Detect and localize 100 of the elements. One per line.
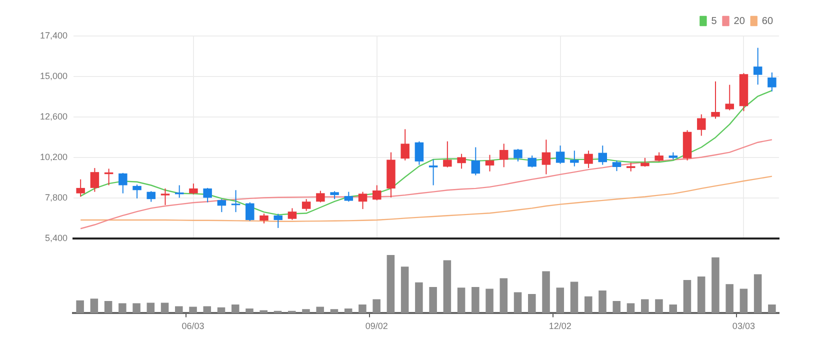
- bar: [316, 306, 324, 314]
- candlestick: [90, 168, 100, 192]
- bar: [640, 299, 649, 314]
- bar: [754, 274, 762, 314]
- candlestick: [711, 80, 720, 120]
- candlestick: [556, 145, 565, 164]
- bar: [669, 304, 677, 314]
- bar: [542, 271, 550, 314]
- bar: [486, 288, 494, 314]
- candlestick: [428, 158, 438, 186]
- bar: [146, 302, 155, 314]
- candlestick: [654, 152, 664, 162]
- candlestick: [414, 140, 424, 166]
- bar: [203, 306, 212, 314]
- candlestick: [485, 154, 494, 172]
- candlestick: [146, 190, 156, 202]
- bar: [175, 306, 183, 314]
- candlestick: [203, 187, 212, 203]
- bar: [443, 260, 452, 314]
- candlestick: [514, 148, 522, 162]
- candlestick: [358, 191, 368, 210]
- bar: [712, 257, 720, 314]
- bar: [415, 282, 423, 314]
- y-tick-label: 10,200: [40, 152, 68, 162]
- bar: [457, 288, 466, 314]
- bar: [90, 298, 98, 314]
- candlestick: [584, 150, 593, 169]
- bar: [697, 276, 706, 314]
- bar: [118, 303, 126, 314]
- bar: [556, 288, 564, 314]
- bar: [246, 308, 254, 314]
- bar: [612, 300, 621, 314]
- bar: [104, 300, 112, 314]
- candlestick: [612, 160, 622, 172]
- bar: [344, 308, 352, 314]
- candlestick: [457, 153, 466, 170]
- bar: [132, 303, 140, 314]
- candlestick: [274, 213, 282, 228]
- bar: [655, 299, 663, 314]
- bar: [372, 299, 380, 314]
- bar: [740, 288, 748, 314]
- candlestick: [344, 191, 354, 202]
- y-tick-label: 15,000: [40, 71, 68, 82]
- bar: [386, 255, 395, 314]
- candlestick: [118, 172, 128, 194]
- bar: [500, 278, 508, 314]
- y-tick-label: 5,400: [44, 233, 68, 244]
- candlestick: [246, 202, 254, 222]
- bar: [302, 309, 310, 314]
- bar: [768, 304, 776, 314]
- candlestick: [471, 146, 480, 176]
- bar: [472, 287, 480, 314]
- bar: [726, 284, 734, 314]
- bar: [683, 280, 692, 314]
- candlestick: [697, 114, 706, 136]
- bar: [429, 287, 437, 314]
- candlestick: [598, 145, 608, 166]
- y-tick-label: 12,600: [40, 112, 68, 122]
- y-tick-label: 7,800: [44, 192, 68, 203]
- bar: [400, 266, 409, 314]
- candlestick: [542, 139, 551, 175]
- candlestick: [316, 190, 325, 203]
- bar: [160, 302, 169, 314]
- bar: [626, 303, 635, 314]
- x-tick-label: 06/03: [182, 321, 204, 332]
- candlestick: [302, 198, 311, 212]
- candlestick: [260, 213, 268, 224]
- candlestick: [189, 183, 198, 195]
- candlestick: [76, 178, 85, 198]
- candlestick: [288, 208, 297, 220]
- candlestick: [231, 190, 240, 213]
- bar: [598, 290, 606, 314]
- candlestick: [753, 47, 762, 86]
- candlestick: [768, 72, 776, 92]
- candlestick: [725, 84, 734, 111]
- candlestick: [160, 188, 170, 206]
- bar: [217, 307, 226, 314]
- candlestick: [400, 128, 410, 161]
- legend-label: 60: [762, 16, 774, 27]
- bar: [528, 294, 536, 314]
- candlestick: [217, 198, 226, 213]
- legend-label: 20: [734, 16, 746, 27]
- bar: [570, 282, 578, 314]
- candlestick: [443, 140, 452, 168]
- bar: [514, 292, 522, 314]
- y-tick-label: 17,400: [40, 30, 68, 40]
- bar: [330, 309, 338, 314]
- candlestick: [132, 184, 142, 199]
- bar: [584, 296, 592, 314]
- bar: [76, 300, 84, 314]
- x-tick-label: 09/02: [365, 321, 388, 332]
- candlestick: [372, 184, 382, 201]
- bar: [231, 304, 240, 314]
- x-tick-label: 12/02: [548, 321, 572, 332]
- bar: [358, 304, 366, 314]
- candlestick: [528, 155, 536, 168]
- candlestick: [499, 143, 508, 168]
- bar: [189, 306, 197, 314]
- x-tick-label: 03/03: [732, 321, 755, 332]
- candlestick: [570, 150, 579, 167]
